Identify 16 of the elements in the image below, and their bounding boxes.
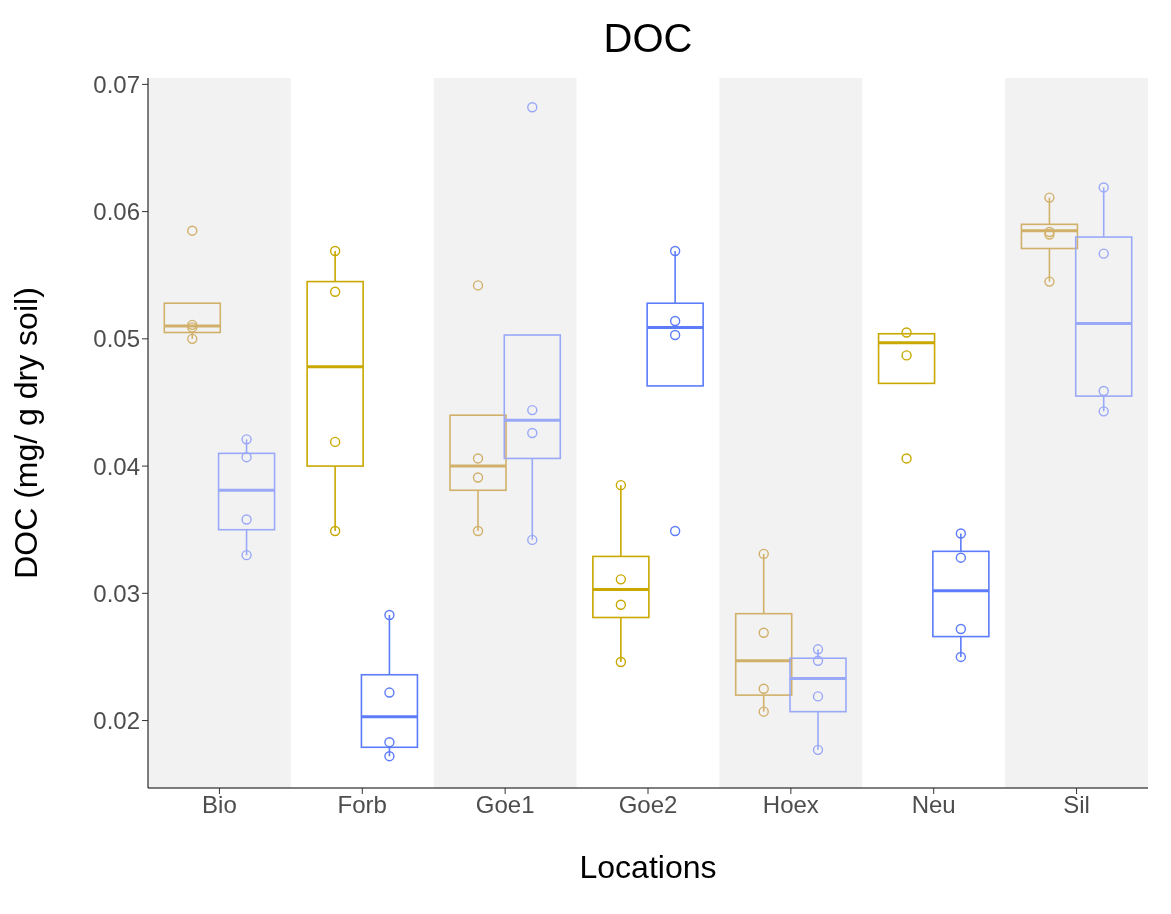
y-axis-title: DOC (mg/ g dry soil): [8, 287, 45, 579]
x-tick-label: Forb: [337, 791, 387, 819]
y-tick-label: 0.04: [93, 452, 140, 480]
y-tick-label: 0.02: [93, 707, 140, 735]
y-tick-label: 0.06: [93, 198, 140, 226]
x-tick-label: Hoex: [762, 791, 819, 819]
x-tick-label: Neu: [911, 791, 956, 819]
y-tick-label: 0.07: [93, 70, 140, 98]
y-tick-label: 0.05: [93, 325, 140, 353]
x-tick-label: Goe1: [475, 791, 535, 819]
x-axis-title: Locations: [579, 849, 717, 885]
x-tick-label: Sil: [1063, 791, 1090, 819]
y-tick-label: 0.03: [93, 579, 140, 607]
chart-title: DOC: [602, 16, 694, 61]
x-tick-label: Goe2: [618, 791, 678, 819]
x-tick-label: Bio: [202, 791, 237, 819]
